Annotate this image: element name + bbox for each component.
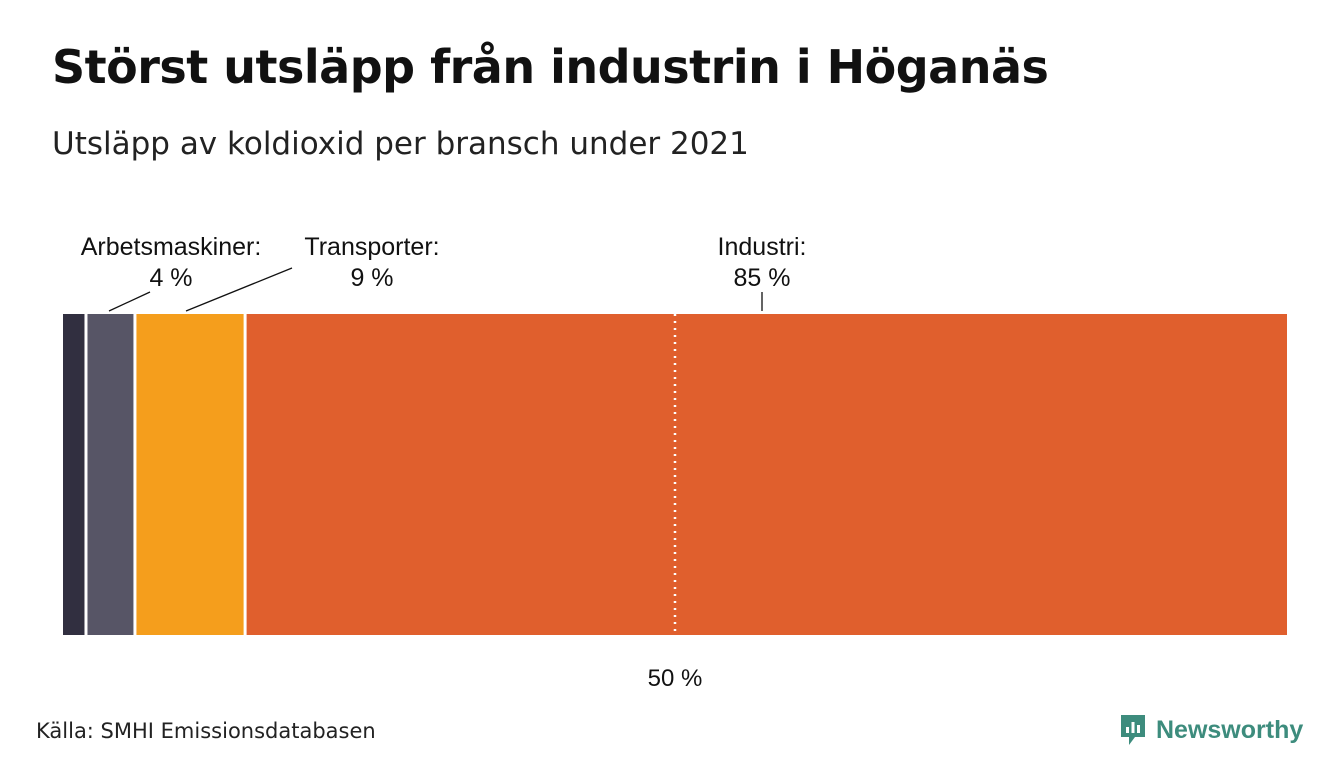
source-note: Källa: SMHI Emissionsdatabasen <box>36 719 376 743</box>
bar-segment-industri <box>246 314 1288 635</box>
value-label-transporter: 9 % <box>350 264 393 292</box>
newsworthy-logo-icon <box>1121 715 1145 745</box>
stacked-bar-chart: 50 % Arbetsmaskiner: 4 % Transporter: 9 % Ind… <box>63 233 1288 692</box>
value-label-industri: 85 % <box>734 264 791 292</box>
bar-segment-transporter <box>136 314 244 635</box>
label-arbetsmaskiner: Arbetsmaskiner: <box>81 233 262 261</box>
chart-title: Störst utsläpp från industrin i Höganäs <box>52 40 1049 94</box>
bar-segment-other <box>63 314 85 635</box>
bar-segment-arbetsmaskiner <box>87 314 134 635</box>
brand-logo: Newsworthy <box>1118 712 1303 748</box>
label-industri: Industri: <box>718 233 807 261</box>
label-transporter: Transporter: <box>304 233 439 261</box>
leader-line-transporter <box>185 267 293 312</box>
value-label-arbetsmaskiner: 4 % <box>149 264 192 292</box>
brand-name: Newsworthy <box>1156 715 1304 744</box>
chart-subtitle: Utsläpp av koldioxid per bransch under 2… <box>52 126 749 162</box>
leader-line-arbetsmaskiner <box>108 291 151 312</box>
reference-line-label: 50 % <box>648 665 703 692</box>
